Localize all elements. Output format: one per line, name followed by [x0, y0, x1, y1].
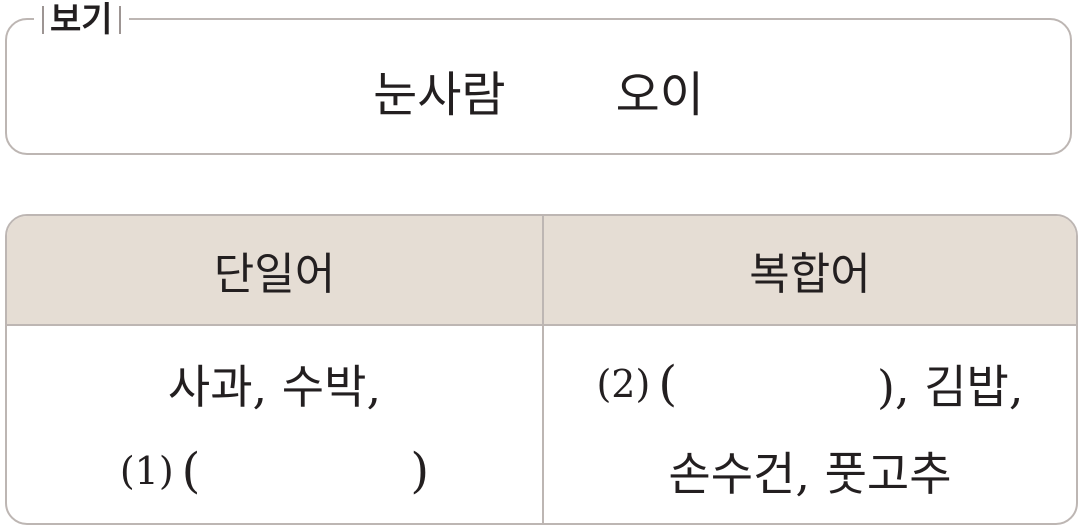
- blank-1-number: (1): [119, 449, 174, 493]
- blank-2-number: (2): [596, 362, 651, 406]
- example-word: 오이: [615, 67, 704, 123]
- blank-1-close-paren: ): [410, 443, 430, 499]
- compound-word-examples: 손수건, 풋고추: [544, 431, 1076, 511]
- blank-1-line: (1) ( ): [7, 431, 542, 511]
- example-box: [5, 18, 1072, 155]
- simple-word-list: 사과, 수박,: [167, 360, 382, 414]
- example-words: 눈사람 오이: [5, 60, 1072, 123]
- example-label-text: 보기: [50, 0, 113, 40]
- header-simple-word: 단일어: [213, 249, 336, 300]
- blank-2-line: (2) ( ), 김밥,: [544, 344, 1076, 424]
- example-word: 눈사람: [373, 67, 506, 123]
- label-divider-left: [42, 6, 44, 34]
- header-compound-word: 복합어: [749, 249, 871, 300]
- example-box-label: 보기: [34, 0, 129, 40]
- blank-2-open-paren: (: [658, 356, 678, 412]
- word-classification-table: 단일어 복합어 사과, 수박, (1) ( ) (2) ( ), 김밥, 손수건…: [5, 214, 1078, 525]
- simple-word-examples: 사과, 수박,: [7, 344, 542, 424]
- blank-1-open-paren: (: [181, 443, 201, 499]
- compound-word-list-2: 손수건, 풋고추: [668, 447, 952, 501]
- label-divider-right: [118, 6, 121, 34]
- table-header-row: [7, 216, 1076, 326]
- compound-word-list-1: ), 김밥,: [877, 360, 1024, 414]
- column-divider: [542, 216, 544, 523]
